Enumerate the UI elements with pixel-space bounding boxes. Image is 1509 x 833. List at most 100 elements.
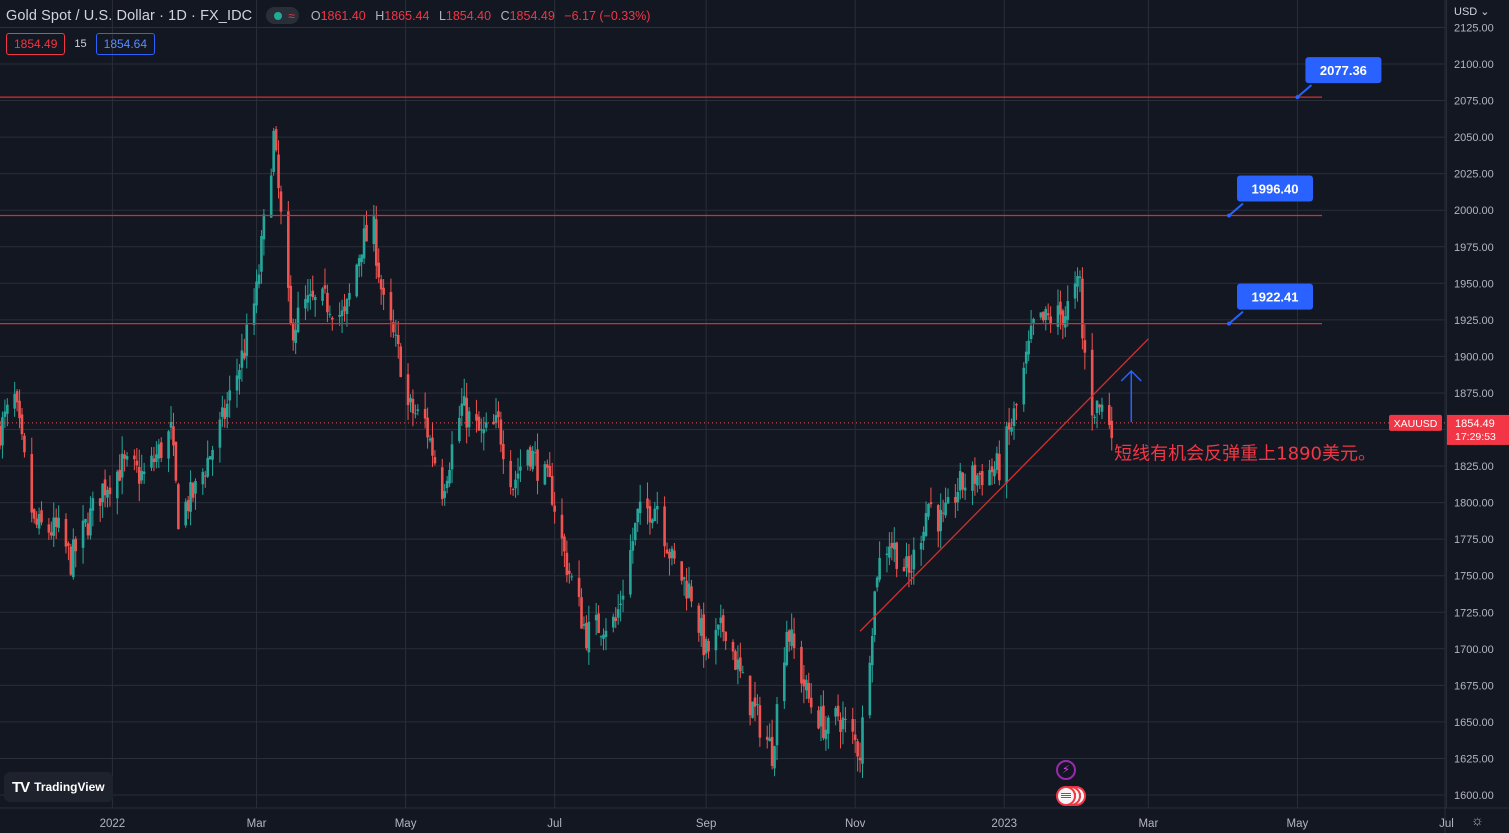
candle-body xyxy=(670,548,674,558)
candle-body xyxy=(1095,400,1099,414)
candle-body xyxy=(98,498,102,506)
market-status-pill[interactable]: ≈ xyxy=(266,7,299,24)
candle-body xyxy=(428,438,432,441)
candle-body xyxy=(939,509,942,532)
candle-body xyxy=(1027,340,1030,355)
candle-body xyxy=(526,450,530,466)
candle-body xyxy=(902,567,906,572)
y-tick-label: 1775.00 xyxy=(1454,534,1494,546)
level-callout-label: 1996.40 xyxy=(1252,181,1299,196)
candle-body xyxy=(32,509,36,519)
candle-body xyxy=(888,546,891,558)
candle-body xyxy=(721,615,725,633)
candle-body xyxy=(1010,427,1013,432)
y-tick-label: 2075.00 xyxy=(1454,96,1494,108)
candle-body xyxy=(191,482,195,498)
candle-body xyxy=(841,717,845,730)
x-tick-label: Mar xyxy=(247,818,267,830)
chart-header: Gold Spot / U.S. Dollar · 1D · FX_IDC ≈ … xyxy=(6,7,656,24)
candle-body xyxy=(717,624,720,630)
candle-body xyxy=(37,514,41,529)
candle-body xyxy=(406,374,410,406)
candle-body xyxy=(836,705,840,717)
chevron-down-icon: ⌄ xyxy=(1480,6,1490,18)
candle-body xyxy=(599,636,603,638)
y-tick-label: 1700.00 xyxy=(1454,644,1494,656)
settings-gear-icon[interactable]: ☼ xyxy=(1471,812,1484,828)
candle-body xyxy=(330,317,334,320)
candle-body xyxy=(103,479,107,496)
candle-body xyxy=(800,646,803,684)
candle-body xyxy=(853,734,857,741)
candle-body xyxy=(211,449,214,460)
economic-event-icon[interactable]: ⚡ xyxy=(1056,760,1076,780)
candle-body xyxy=(377,262,381,278)
candle-body xyxy=(497,411,500,418)
candle-body xyxy=(484,422,488,428)
candle-body xyxy=(587,621,591,653)
candle-body xyxy=(892,542,896,550)
currency-selector[interactable]: USD ⌄ xyxy=(1454,5,1490,18)
candle-body xyxy=(362,228,366,259)
candle-body xyxy=(174,441,178,481)
candle-body xyxy=(262,214,266,240)
candle-body xyxy=(326,292,329,313)
x-tick-label: 2023 xyxy=(991,818,1017,830)
candle-body xyxy=(1066,301,1070,320)
candle-body xyxy=(834,707,837,717)
sell-button[interactable]: 1854.49 xyxy=(6,33,66,55)
candle-body xyxy=(460,403,464,416)
candle-body xyxy=(1024,351,1028,364)
buy-button[interactable]: 1854.64 xyxy=(95,33,156,55)
candle-body xyxy=(443,491,446,498)
callout-bg xyxy=(1237,283,1314,310)
candle-body xyxy=(137,466,141,484)
candle-body xyxy=(773,746,776,769)
candle-body xyxy=(819,706,823,727)
candle-body xyxy=(106,490,109,498)
candle-body xyxy=(345,299,349,315)
countdown-tag: 17:29:53 xyxy=(1455,431,1496,443)
y-tick-label: 1650.00 xyxy=(1454,717,1494,729)
candle-body xyxy=(1032,318,1035,323)
candle-body xyxy=(108,487,112,495)
candle-body xyxy=(382,287,385,295)
candle-body xyxy=(824,729,828,740)
tradingview-logo[interactable]: TV TradingView xyxy=(4,772,113,802)
low-label: L xyxy=(438,8,446,23)
us-news-events-icon[interactable] xyxy=(1056,786,1086,806)
candle-body xyxy=(734,651,737,670)
candle-body xyxy=(159,442,163,458)
chart-annotation: 短线有机会反弹重上1890美元。 xyxy=(1114,444,1376,465)
candle-body xyxy=(1039,312,1043,318)
candle-body xyxy=(18,400,21,419)
candle-body xyxy=(321,288,324,301)
candle-body xyxy=(35,518,38,525)
candle-body xyxy=(50,532,53,536)
candle-body xyxy=(736,659,740,670)
candle-body xyxy=(462,396,466,406)
candle-body xyxy=(304,299,307,309)
candle-body xyxy=(135,460,139,466)
candle-body xyxy=(741,672,745,674)
candle-body xyxy=(621,595,625,600)
candle-body xyxy=(57,517,60,528)
y-tick-label: 1900.00 xyxy=(1454,351,1494,363)
candle-body xyxy=(785,631,789,666)
candle-body xyxy=(152,458,156,463)
candle-body xyxy=(15,391,19,403)
candle-body xyxy=(277,154,280,189)
y-tick-label: 2000.00 xyxy=(1454,205,1494,217)
candle-body xyxy=(807,683,811,699)
symbol-title[interactable]: Gold Spot / U.S. Dollar · 1D · FX_IDC xyxy=(6,7,253,24)
candle-body xyxy=(858,757,862,761)
candle-body xyxy=(475,414,478,421)
logo-text: TradingView xyxy=(34,780,105,794)
y-tick-label: 1725.00 xyxy=(1454,607,1494,619)
candle-body xyxy=(306,295,310,303)
candle-body xyxy=(680,561,683,581)
candle-body xyxy=(565,552,569,575)
candle-body xyxy=(1029,325,1033,340)
level-callout-label: 2077.36 xyxy=(1320,63,1367,78)
